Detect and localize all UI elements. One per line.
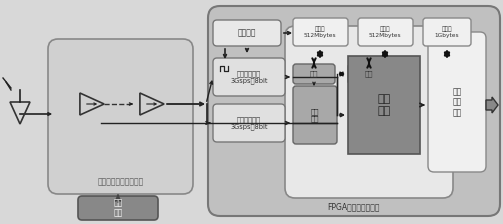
- Text: 频道
选择: 频道 选择: [113, 198, 123, 218]
- Text: FPGA数字化实时处理: FPGA数字化实时处理: [328, 202, 380, 211]
- FancyBboxPatch shape: [293, 64, 335, 84]
- Text: 储存器
1Gbytes: 储存器 1Gbytes: [435, 26, 459, 38]
- FancyBboxPatch shape: [285, 26, 453, 198]
- FancyBboxPatch shape: [293, 86, 337, 144]
- FancyBboxPatch shape: [208, 6, 500, 216]
- Text: 储存器
512Mbytes: 储存器 512Mbytes: [304, 26, 337, 38]
- Text: 宽带射频感知信号接收: 宽带射频感知信号接收: [98, 177, 144, 187]
- FancyBboxPatch shape: [213, 104, 285, 142]
- FancyBboxPatch shape: [428, 32, 486, 172]
- Bar: [348, 56, 420, 154]
- Polygon shape: [486, 97, 498, 113]
- FancyBboxPatch shape: [78, 196, 158, 220]
- FancyBboxPatch shape: [423, 18, 471, 46]
- FancyBboxPatch shape: [213, 58, 285, 96]
- FancyBboxPatch shape: [348, 64, 390, 84]
- Text: 寻址: 寻址: [365, 71, 373, 77]
- Text: 感知
决策: 感知 决策: [377, 94, 391, 116]
- Text: 高速模数转换
3Gsps，8bit: 高速模数转换 3Gsps，8bit: [230, 116, 268, 130]
- Text: 计数时钟: 计数时钟: [238, 28, 256, 37]
- FancyBboxPatch shape: [293, 18, 348, 46]
- Text: 储存器
512Mbytes: 储存器 512Mbytes: [369, 26, 401, 38]
- Text: 数据
采集: 数据 采集: [311, 108, 319, 122]
- FancyBboxPatch shape: [213, 20, 281, 46]
- Text: 寻址: 寻址: [310, 71, 318, 77]
- FancyBboxPatch shape: [48, 39, 193, 194]
- FancyBboxPatch shape: [358, 18, 413, 46]
- Text: 高速模数转换
3Gsps，8bit: 高速模数转换 3Gsps，8bit: [230, 70, 268, 84]
- Text: 当前
空闲
频谱: 当前 空闲 频谱: [452, 87, 462, 117]
